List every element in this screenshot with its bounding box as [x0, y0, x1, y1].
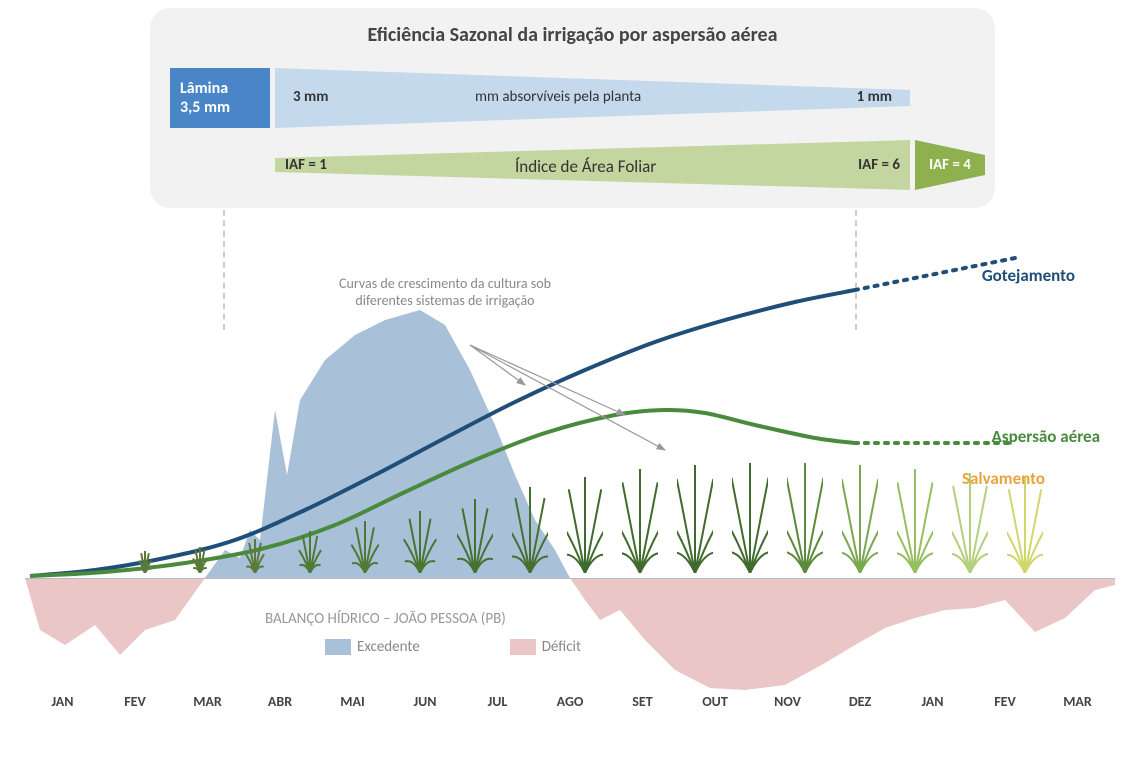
legend-deficit: Déficit	[510, 638, 581, 656]
month-tick: NOV	[760, 693, 815, 710]
salvamento-label: Salvamento	[962, 468, 1045, 489]
month-tick: FEV	[108, 693, 163, 710]
month-tick: FEV	[978, 693, 1033, 710]
plant-icon	[1007, 477, 1043, 578]
lamina-value: 3,5 mm	[180, 98, 270, 117]
plant-icon	[787, 463, 823, 578]
efficiency-panel: Eficiência Sazonal da irrigação por aspe…	[150, 8, 995, 208]
wedge1-center: mm absorvíveis pela planta	[475, 88, 641, 106]
month-tick: SET	[615, 693, 670, 710]
month-tick: JAN	[905, 693, 960, 710]
plant-icon	[897, 469, 933, 578]
plant-icon	[457, 499, 493, 578]
growth-chart: Curvas de crescimento da cultura sobdife…	[25, 230, 1115, 710]
iaf-wedge: IAF = 1 Índice de Área Foliar IAF = 6	[275, 140, 910, 190]
month-tick: OUT	[688, 693, 743, 710]
plant-icon	[127, 551, 163, 578]
gotejamento-label: Gotejamento	[982, 265, 1075, 286]
lamina-label: Lâmina	[180, 79, 270, 98]
aspersao-label: Aspersão aérea	[991, 426, 1100, 447]
panel-title: Eficiência Sazonal da irrigação por aspe…	[170, 23, 975, 47]
plant-icon	[512, 487, 548, 578]
legend-excedente: Excedente	[325, 638, 420, 656]
plant-icon	[292, 531, 328, 578]
plant-icon	[567, 477, 603, 578]
plant-icon	[622, 469, 658, 578]
plant-icon	[347, 521, 383, 578]
absorbable-wedge: 3 mm mm absorvíveis pela planta 1 mm	[275, 68, 910, 128]
legend-items: Excedente Déficit	[325, 638, 581, 656]
wedge1-right: 1 mm	[857, 88, 892, 106]
month-tick: MAR	[1050, 693, 1105, 710]
month-tick: AGO	[543, 693, 598, 710]
legend: BALANÇO HÍDRICO – JOÃO PESSOA (PB)	[265, 610, 536, 628]
month-tick: DEZ	[833, 693, 888, 710]
month-tick: ABR	[253, 693, 308, 710]
growth-note: Curvas de crescimento da cultura sobdife…	[295, 276, 595, 310]
plant-icon	[237, 539, 273, 578]
wedge2-left: IAF = 1	[285, 156, 327, 174]
x-axis: JAN FEV MAR ABR MAI JUN JUL AGO SET OUT NOV DEZ JAN F…	[25, 693, 1115, 710]
plant-icon	[842, 465, 878, 578]
month-tick: JUL	[470, 693, 525, 710]
plant-icon	[402, 511, 438, 578]
plant-icon	[182, 547, 218, 578]
month-tick: JAN	[35, 693, 90, 710]
plant-icon	[732, 463, 768, 578]
iaf-end-label: IAF = 4	[929, 156, 971, 174]
deficit-area	[25, 578, 1115, 690]
wedge2-center: Índice de Área Foliar	[515, 156, 656, 177]
lamina-box: Lâmina 3,5 mm	[170, 68, 270, 128]
wedge2-right: IAF = 6	[858, 156, 900, 174]
month-tick: JUN	[398, 693, 453, 710]
plant-icon	[677, 465, 713, 578]
iaf-end-box: IAF = 4	[915, 140, 985, 190]
month-tick: MAI	[325, 693, 380, 710]
legend-title: BALANÇO HÍDRICO – JOÃO PESSOA (PB)	[265, 610, 506, 628]
baseline	[25, 578, 1115, 579]
month-tick: MAR	[180, 693, 235, 710]
wedge1-left: 3 mm	[293, 88, 328, 106]
callout-arrows	[470, 345, 665, 450]
